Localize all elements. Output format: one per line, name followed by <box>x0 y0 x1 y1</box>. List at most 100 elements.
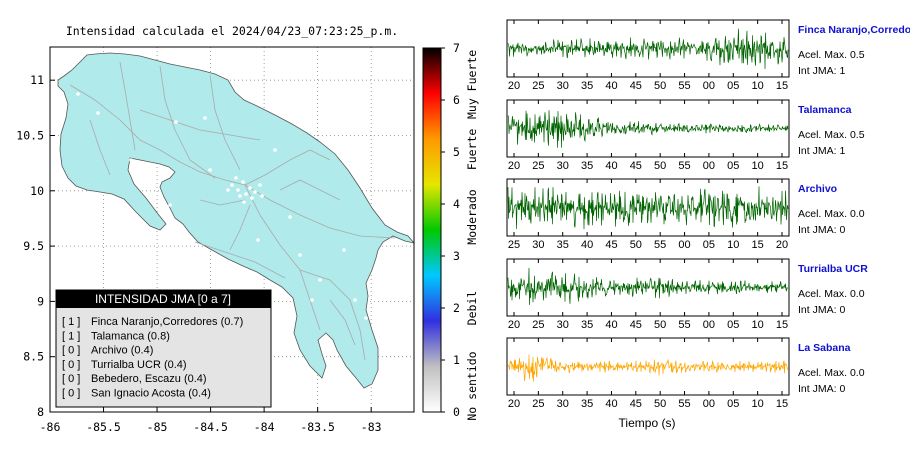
station-int: Int JMA: 0 <box>798 383 845 395</box>
waveform-tick-label: 20 <box>508 80 520 92</box>
town-dot <box>226 188 230 192</box>
waveform-tick-label: 55 <box>678 319 690 331</box>
town-dot <box>234 176 238 180</box>
town-dot <box>238 194 242 198</box>
town-dot <box>96 111 100 115</box>
legend-entries: [ 1 ] Finca Naranjo,Corredores (0.7) [ 1 ]… <box>62 316 243 400</box>
legend-entry-text: Talamanca (0.8) <box>91 330 170 342</box>
legend-entry-level: [ 0 ] <box>62 373 80 385</box>
waveform-tick-label: 40 <box>581 239 593 251</box>
waveform-tick-label: 30 <box>557 80 569 92</box>
station-accel: Acel. Max. 0.0 <box>798 367 865 379</box>
accel-prefix: Acel. Max. <box>798 49 850 61</box>
road <box>244 184 321 331</box>
waveform-tick-label: 20 <box>776 239 788 251</box>
road <box>244 149 331 186</box>
map-ytick-label: 10 <box>30 184 44 198</box>
road <box>209 74 241 171</box>
town-dot <box>168 203 172 207</box>
waveform-tick-label: 45 <box>630 80 642 92</box>
int-value: 1 <box>839 65 845 77</box>
waveform-tick-label: 40 <box>605 398 617 410</box>
accel-value: 0.0 <box>850 208 865 220</box>
legend-entry-level: [ 1 ] <box>62 330 80 342</box>
waveform-tick-label: 55 <box>678 80 690 92</box>
waveform-tick-label: 45 <box>605 239 617 251</box>
waveform-tick-label: 15 <box>776 80 788 92</box>
waveform-tick-label: 05 <box>727 319 739 331</box>
town-dot <box>364 316 368 320</box>
road <box>194 241 286 279</box>
road <box>159 65 216 179</box>
map-x-ticks: -86 -85.5 -85 -84.5 -84 -83.5 -83 <box>40 407 382 434</box>
waveform-tick-label: 10 <box>752 319 764 331</box>
waveform-tick-label: 05 <box>727 80 739 92</box>
int-prefix: Int JMA: <box>798 224 839 236</box>
waveform-panel: 20 25 30 35 40 45 50 55 00 05 10 15 Turrialba UCR Ace… <box>506 258 868 331</box>
waveform-tick-label: 20 <box>508 398 520 410</box>
road <box>199 199 246 206</box>
int-prefix: Int JMA: <box>798 65 839 77</box>
waveform-tick-label: 25 <box>532 398 544 410</box>
waveform-tick-label: 55 <box>678 398 690 410</box>
station-accel: Acel. Max. 0.0 <box>798 208 865 220</box>
station-name: Archivo <box>798 183 837 195</box>
town-dot <box>298 253 302 257</box>
waveform-trace <box>507 186 789 230</box>
waveform-tick-label: 30 <box>557 319 569 331</box>
waveform-panel: 25 30 35 40 45 50 55 00 05 10 15 20 Archivo Acel. Max… <box>506 178 865 251</box>
town-dot <box>236 188 240 192</box>
waveform-panel: 20 25 30 35 40 45 50 55 00 05 10 15 Finca Naranjo,Co… <box>506 19 910 92</box>
town-dot <box>318 278 322 282</box>
waveform-tick-label: 00 <box>678 239 690 251</box>
town-dot <box>242 200 246 204</box>
road <box>279 179 341 201</box>
colorbar-categories: No sentido Debil Moderado Fuerte Muy Fuerte <box>465 50 479 421</box>
waveform-tick-label: 15 <box>752 239 764 251</box>
colorbar-tick-label: 1 <box>453 353 460 367</box>
accel-value: 0.0 <box>850 288 865 300</box>
legend-entry-level: [ 0 ] <box>62 359 80 371</box>
waveform-tick-label: 10 <box>752 398 764 410</box>
waveform-tick-label: 45 <box>630 160 642 172</box>
legend-background <box>55 289 272 408</box>
map-ytick-label: 8 <box>37 405 44 419</box>
town-dot <box>144 163 148 167</box>
int-prefix: Int JMA: <box>798 145 839 157</box>
legend-entry-text: Archivo (0.4) <box>91 345 153 357</box>
intensity-colorbar: 0 1 2 3 4 5 6 7 No sentido Debil Moderado Fuerte Mu… <box>422 41 479 421</box>
road <box>139 109 261 141</box>
int-prefix: Int JMA: <box>798 304 839 316</box>
waveform-tick-label: 35 <box>557 239 569 251</box>
accel-value: 0.5 <box>850 49 865 61</box>
map-title: Intensidad calculada el 2024/04/23_07:23… <box>66 24 398 38</box>
accel-prefix: Acel. Max. <box>798 367 850 379</box>
legend-header-bar <box>56 290 271 308</box>
colorbar-category-label: No sentido <box>465 351 479 420</box>
waveform-tick-label: 10 <box>727 239 739 251</box>
town-dot <box>230 183 234 187</box>
town-dot <box>208 168 212 172</box>
waveform-frame <box>506 99 790 158</box>
waveform-panel: 20 25 30 35 40 45 50 55 00 05 10 15 Talamanca Acel. M… <box>506 99 865 172</box>
waveform-tick-label: 15 <box>776 319 788 331</box>
waveform-tick-label: 35 <box>581 160 593 172</box>
waveform-tick-label: 25 <box>532 160 544 172</box>
map-xtick-label: -85.5 <box>86 420 121 434</box>
waveform-tick-label: 00 <box>703 160 715 172</box>
map-xtick-label: -84 <box>254 420 275 434</box>
waveform-trace <box>507 110 789 148</box>
legend-entry-text: Bebedero, Escazu (0.4) <box>91 373 207 385</box>
road <box>69 84 246 186</box>
colorbar-tick-label: 0 <box>453 405 460 419</box>
waveform-tick-label: 00 <box>703 398 715 410</box>
waveform-panel: 20 25 30 35 40 45 50 55 00 05 10 15 La Sabana Acel. M… <box>506 337 865 410</box>
colorbar-category-label: Fuerte <box>465 129 479 171</box>
map-xtick-label: -83.5 <box>300 420 335 434</box>
town-dot <box>342 248 346 252</box>
town-dot <box>241 180 245 184</box>
waveform-tick-label: 40 <box>605 80 617 92</box>
